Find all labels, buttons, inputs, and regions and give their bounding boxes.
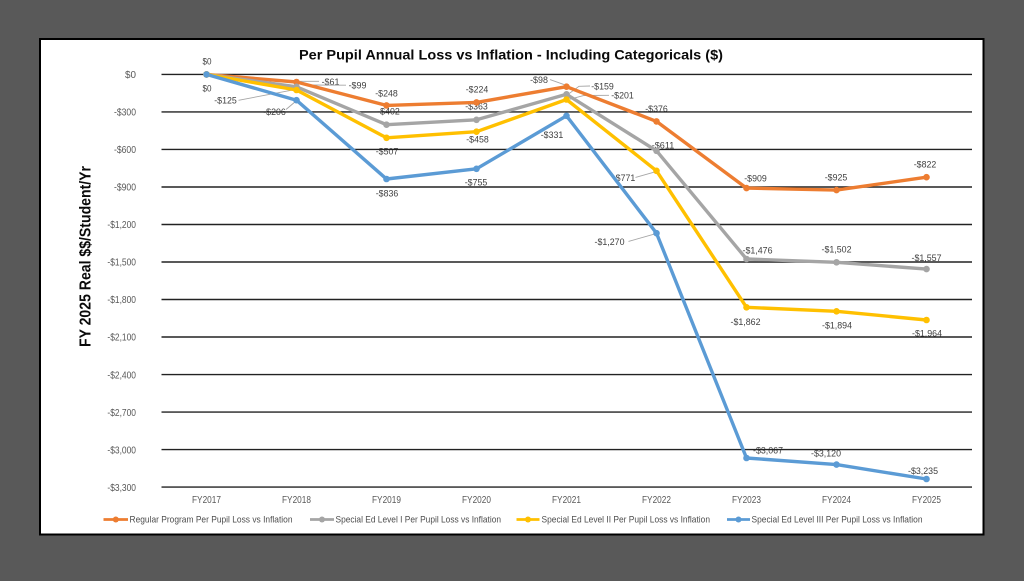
svg-text:-$1,476: -$1,476 (743, 245, 773, 255)
svg-text:$0: $0 (203, 57, 212, 67)
svg-text:-$3,300: -$3,300 (107, 483, 136, 494)
svg-text:-$3,120: -$3,120 (811, 449, 841, 459)
svg-text:FY2019: FY2019 (372, 495, 401, 506)
svg-text:-$2,100: -$2,100 (107, 333, 136, 344)
svg-text:-$1,964: -$1,964 (912, 328, 942, 338)
svg-text:-$300: -$300 (114, 108, 136, 119)
svg-text:-$98: -$98 (530, 75, 548, 85)
svg-text:-$600: -$600 (114, 145, 136, 156)
svg-text:-$1,557: -$1,557 (912, 253, 942, 263)
svg-text:-$1,862: -$1,862 (731, 317, 761, 327)
svg-text:-$925: -$925 (825, 172, 848, 182)
svg-text:FY2020: FY2020 (462, 495, 491, 506)
svg-text:-$331: -$331 (541, 130, 564, 140)
svg-text:-$755: -$755 (465, 178, 488, 188)
svg-text:FY2017: FY2017 (192, 495, 221, 506)
svg-text:Per Pupil Annual Loss vs Infla: Per Pupil Annual Loss vs Inflation - Inc… (299, 48, 723, 64)
svg-text:-$3,235: -$3,235 (908, 466, 938, 476)
svg-text:$0: $0 (125, 70, 136, 81)
svg-text:-$61: -$61 (322, 77, 340, 87)
svg-text:-$248: -$248 (375, 88, 398, 98)
svg-text:-$611: -$611 (652, 140, 675, 150)
svg-text:$0: $0 (203, 84, 212, 94)
svg-text:Regular Program Per Pupil Loss: Regular Program Per Pupil Loss vs Inflat… (130, 514, 293, 524)
svg-text:-$1,894: -$1,894 (822, 321, 852, 331)
svg-text:-$771: -$771 (613, 173, 636, 183)
svg-text:FY2023: FY2023 (732, 495, 761, 506)
svg-text:-$2,700: -$2,700 (107, 408, 136, 419)
svg-text:-$836: -$836 (376, 189, 399, 199)
svg-text:-$900: -$900 (114, 183, 136, 194)
svg-text:-$458: -$458 (466, 134, 489, 144)
svg-text:-$507: -$507 (376, 146, 399, 156)
svg-text:FY2022: FY2022 (642, 495, 671, 506)
svg-text:FY2024: FY2024 (822, 495, 851, 506)
svg-text:-$1,200: -$1,200 (107, 220, 136, 231)
svg-text:FY2025: FY2025 (912, 495, 941, 506)
svg-text:-$909: -$909 (744, 174, 767, 184)
svg-text:FY2018: FY2018 (282, 495, 311, 506)
svg-text:-$201: -$201 (611, 91, 634, 101)
svg-text:-$1,502: -$1,502 (822, 244, 852, 254)
svg-text:-$376: -$376 (645, 104, 668, 114)
svg-text:-$159: -$159 (591, 81, 614, 91)
svg-text:-$1,270: -$1,270 (595, 237, 625, 247)
svg-text:-$99: -$99 (349, 81, 367, 91)
svg-text:-$224: -$224 (466, 84, 489, 94)
svg-text:FY2021: FY2021 (552, 495, 581, 506)
svg-text:Special Ed Level II Per Pupil: Special Ed Level II Per Pupil Loss vs In… (542, 514, 711, 524)
svg-text:-$363: -$363 (465, 102, 488, 112)
svg-text:FY 2025 Real $$/Student/Yr: FY 2025 Real $$/Student/Yr (78, 166, 95, 347)
svg-text:Special Ed Level I Per Pupil L: Special Ed Level I Per Pupil Loss vs Inf… (336, 514, 502, 524)
svg-text:-$1,800: -$1,800 (107, 295, 136, 306)
svg-text:-$1,500: -$1,500 (107, 258, 136, 269)
svg-text:-$2,400: -$2,400 (107, 370, 136, 381)
svg-text:-$3,000: -$3,000 (107, 445, 136, 456)
svg-text:-$822: -$822 (914, 159, 937, 169)
svg-text:-$125: -$125 (214, 96, 237, 106)
svg-text:Special Ed Level III Per Pupil: Special Ed Level III Per Pupil Loss vs I… (752, 514, 923, 524)
